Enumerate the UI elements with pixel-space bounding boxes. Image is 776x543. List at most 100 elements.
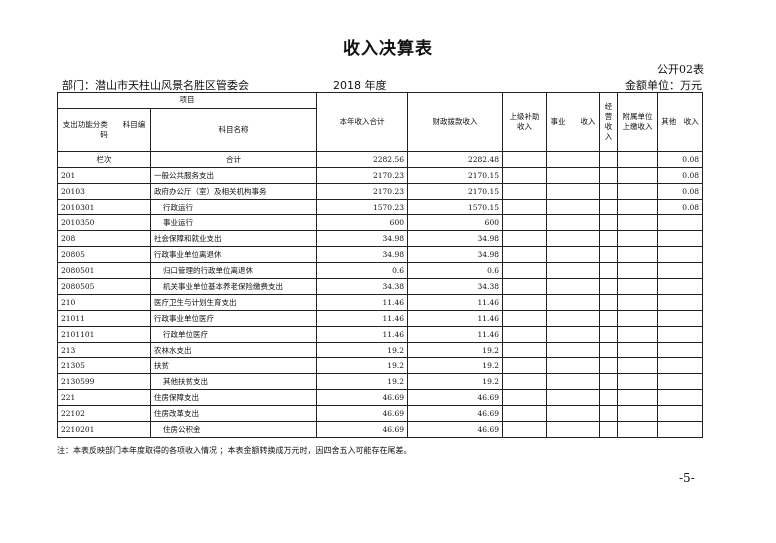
row-superior [502,357,547,375]
row-affiliated [617,421,658,438]
table-row: 210 医疗卫生与计划生育支出 11.46 11.46 [57,293,703,311]
row-superior [502,230,547,248]
header-affiliated: 附属单位上缴收入 [617,92,658,152]
row-business [546,166,600,184]
row-fiscal: 2170.15 [407,166,503,184]
department-label: 部门：潜山市天柱山风景名胜区管委会 [62,79,249,92]
summary-row: 栏次 合计 2282.56 2282.48 0.08 [57,150,703,168]
row-total: 46.69 [316,405,408,423]
row-operating [599,293,618,311]
header-total: 本年收入合计 [316,92,408,152]
row-business [546,278,600,295]
row-superior [502,293,547,311]
row-name: 扶贫 [150,357,317,375]
header-business: 事业 收入 [546,92,600,152]
row-other [657,246,703,264]
row-affiliated [617,357,658,375]
row-affiliated [617,309,658,327]
row-superior [502,182,547,200]
row-operating [599,182,618,200]
row-other [657,230,703,248]
row-total: 46.69 [316,389,408,407]
form-number: 公开02表 [657,63,704,76]
row-operating [599,357,618,375]
row-affiliated [617,262,658,280]
row-business [546,405,600,423]
table-row: 20103 政府办公厅（室）及相关机构事务 2170.23 2170.15 0.08 [57,182,703,200]
row-superior [502,325,547,343]
table-row: 2080505 机关事业单位基本养老保险缴费支出 34.38 34.38 [57,278,703,295]
row-operating [599,262,618,280]
footnote: 注：本表反映部门本年度取得的各项收入情况 ；本表金额转换成万元时，因四舍五入可能… [57,446,412,455]
table-row: 2210201 住房公积金 46.69 46.69 [57,421,703,438]
income-table: 项目 本年收入合计 财政拨款收入 上级补助收入 事业 收入 经营收入 附属单位上… [57,92,703,438]
row-operating [599,214,618,232]
unit-label: 金额单位：万元 [625,79,702,92]
header-operating: 经营收入 [599,92,618,152]
row-name: 归口管理的行政单位离退休 [150,262,317,280]
row-other [657,325,703,343]
row-total: 19.2 [316,373,408,391]
row-name: 事业运行 [150,214,317,232]
page-title: 收入决算表 [343,39,433,59]
row-operating [599,405,618,423]
row-name: 住房公积金 [150,421,317,438]
row-fiscal: 19.2 [407,357,503,375]
table-row: 2130599 其他扶贫支出 19.2 19.2 [57,373,703,391]
row-code: 2210201 [57,421,151,438]
row-name: 政府办公厅（室）及相关机构事务 [150,182,317,200]
row-name: 行政事业单位医疗 [150,309,317,327]
row-superior [502,166,547,184]
table-row: 2010301 行政运行 1570.23 1570.15 0.08 [57,198,703,216]
row-superior [502,309,547,327]
row-fiscal: 11.46 [407,309,503,327]
row-fiscal: 2170.15 [407,182,503,200]
row-total: 34.38 [316,278,408,295]
row-other [657,293,703,311]
row-operating [599,325,618,343]
row-name: 行政事业单位离退休 [150,246,317,264]
table-row: 221 住房保障支出 46.69 46.69 [57,389,703,407]
year-label: 2018 年度 [333,79,387,92]
row-business [546,325,600,343]
row-affiliated [617,325,658,343]
table-row: 2080501 归口管理的行政单位离退休 0.6 0.6 [57,262,703,280]
row-affiliated [617,182,658,200]
row-affiliated [617,293,658,311]
row-other [657,309,703,327]
row-total: 2170.23 [316,166,408,184]
row-operating [599,309,618,327]
row-fiscal: 19.2 [407,373,503,391]
row-total: 19.2 [316,341,408,359]
row-affiliated [617,166,658,184]
row-fiscal: 46.69 [407,389,503,407]
row-code: 213 [57,341,151,359]
row-operating [599,246,618,264]
row-affiliated [617,373,658,391]
row-superior [502,214,547,232]
row-name: 其他扶贫支出 [150,373,317,391]
row-code: 22102 [57,405,151,423]
row-superior [502,373,547,391]
header-code: 支出功能分类 科目编码 [57,107,151,152]
row-business [546,341,600,359]
row-code: 21305 [57,357,151,375]
table-row: 213 农林水支出 19.2 19.2 [57,341,703,359]
row-name: 社会保障和就业支出 [150,230,317,248]
row-code: 20805 [57,246,151,264]
row-affiliated [617,405,658,423]
row-affiliated [617,341,658,359]
row-fiscal: 34.98 [407,230,503,248]
row-code: 2010301 [57,198,151,216]
row-business [546,309,600,327]
row-code: 20103 [57,182,151,200]
row-other [657,373,703,391]
row-other [657,389,703,407]
row-fiscal: 1570.15 [407,198,503,216]
row-code: 2101101 [57,325,151,343]
row-fiscal: 34.98 [407,246,503,264]
row-fiscal: 11.46 [407,293,503,311]
row-total: 0.6 [316,262,408,280]
row-total: 34.98 [316,230,408,248]
row-total: 46.69 [316,421,408,438]
